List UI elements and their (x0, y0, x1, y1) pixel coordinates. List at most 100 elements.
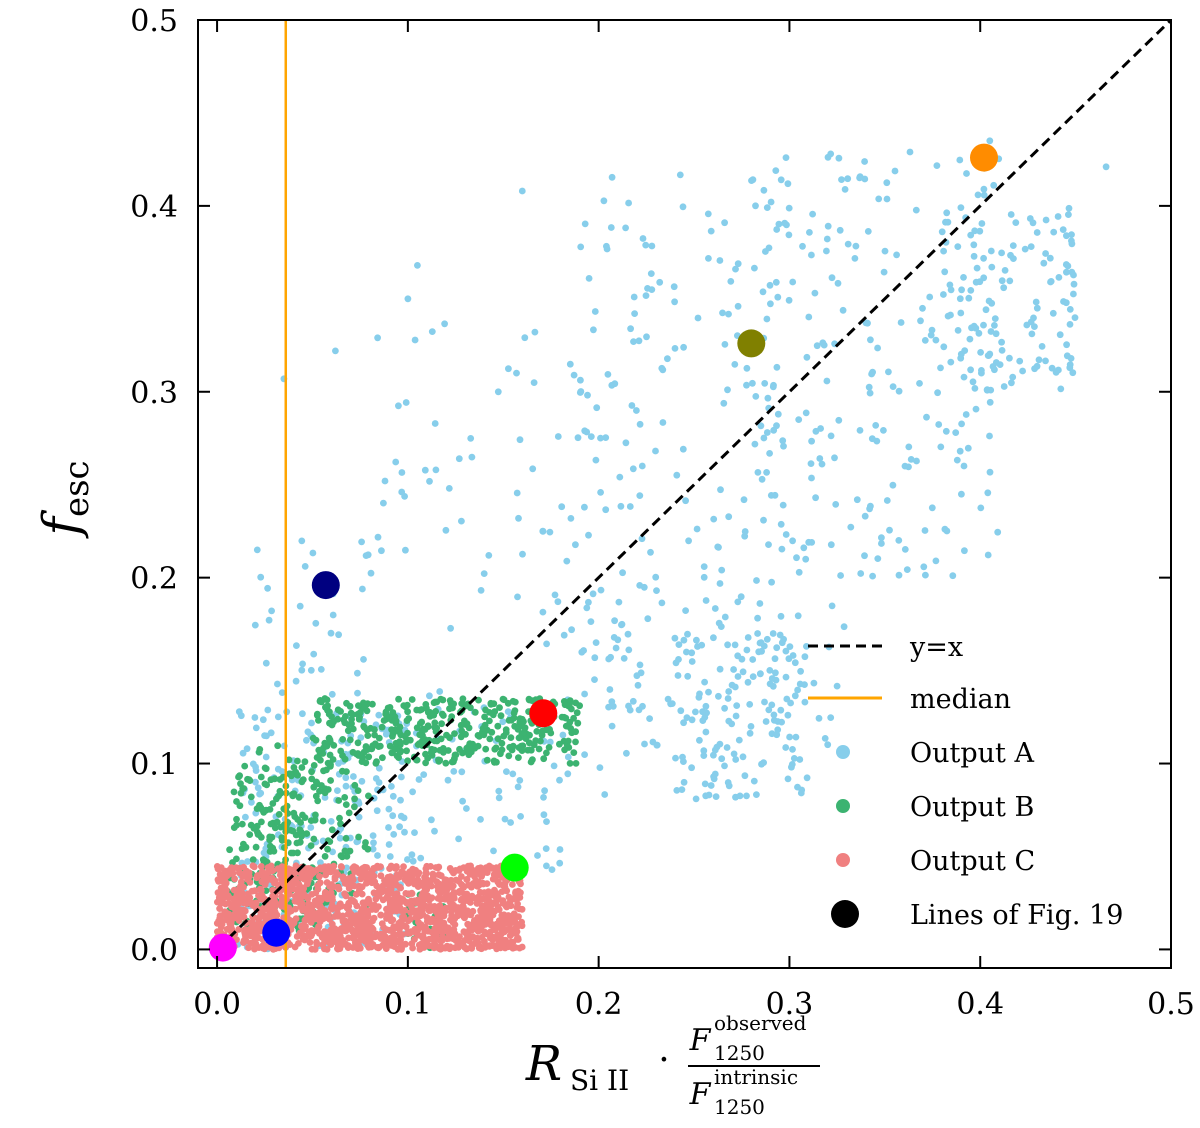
output-c-point (389, 916, 397, 924)
output-a-point (852, 242, 860, 250)
output-a-point (648, 242, 656, 250)
output-a-point (577, 376, 584, 384)
output-a-point (375, 764, 383, 772)
output-a-point (705, 255, 712, 262)
output-a-point (644, 615, 652, 623)
output-a-point (773, 363, 781, 371)
output-a-point (581, 751, 588, 758)
output-c-point (427, 877, 435, 884)
output-c-point (478, 933, 486, 941)
output-a-point (1063, 268, 1070, 276)
output-a-point (411, 829, 418, 836)
output-a-point (653, 587, 660, 594)
output-b-point (529, 756, 536, 764)
output-c-point (382, 942, 389, 950)
output-b-point (308, 768, 315, 776)
output-a-point (774, 293, 782, 301)
output-a-point (602, 434, 610, 441)
output-a-point (880, 268, 888, 276)
output-a-point (312, 619, 320, 627)
output-c-point (494, 870, 502, 878)
output-b-point (233, 821, 241, 829)
output-a-point (743, 381, 750, 389)
output-a-point (770, 426, 778, 434)
output-a-point (543, 818, 550, 825)
output-b-point (325, 710, 333, 718)
output-b-point (458, 700, 466, 707)
output-a-point (794, 612, 802, 620)
output-a-point (359, 585, 366, 593)
output-a-point (636, 420, 644, 428)
output-a-point (592, 639, 600, 646)
output-a-point (725, 310, 732, 318)
output-c-point (345, 934, 352, 942)
output-a-point (577, 388, 585, 395)
output-a-point (986, 468, 994, 476)
output-b-point (515, 754, 522, 761)
output-a-point (735, 736, 743, 744)
output-c-point (391, 900, 399, 908)
output-b-point (337, 708, 344, 715)
output-a-point (256, 790, 263, 798)
output-a-point (1055, 274, 1063, 281)
output-a-point (771, 655, 779, 663)
output-a-point (785, 296, 793, 304)
output-a-point (938, 228, 946, 236)
output-a-point (847, 523, 855, 531)
output-a-point (252, 778, 259, 786)
output-a-point (988, 263, 996, 271)
output-c-point (387, 878, 395, 886)
output-a-point (986, 350, 994, 358)
output-b-point (252, 843, 260, 851)
output-a-point (761, 380, 769, 387)
output-a-point (568, 626, 575, 634)
output-a-point (543, 862, 550, 870)
output-b-point (298, 778, 306, 786)
output-a-point (960, 274, 967, 281)
output-b-point (261, 780, 269, 788)
output-b-point (433, 698, 441, 706)
output-a-point (893, 251, 900, 259)
output-a-point (891, 167, 899, 175)
output-b-point (486, 717, 493, 725)
output-b-point (226, 846, 234, 854)
output-a-point (774, 726, 782, 734)
output-c-point (468, 882, 476, 890)
output-a-point (998, 249, 1005, 257)
output-b-point (313, 778, 320, 786)
output-b-point (507, 734, 515, 741)
output-a-point (334, 787, 341, 794)
output-a-point (710, 751, 717, 759)
output-b-point (321, 853, 329, 860)
output-a-point (737, 593, 745, 601)
output-a-point (550, 762, 558, 770)
output-a-point (468, 453, 476, 461)
output-a-point (420, 771, 428, 778)
output-a-point (342, 774, 350, 782)
output-a-point (827, 150, 835, 158)
output-b-point (540, 755, 548, 763)
output-a-point (774, 718, 782, 725)
output-c-point (516, 894, 524, 901)
output-a-point (592, 456, 600, 464)
output-a-point (529, 465, 537, 473)
output-c-point (489, 933, 497, 941)
output-a-point (611, 617, 618, 625)
output-a-point (734, 302, 742, 310)
output-a-point (629, 697, 637, 705)
x-tick-label: 0.0 (193, 987, 241, 1022)
output-a-point (640, 583, 648, 591)
output-a-point (563, 557, 571, 565)
output-a-point (309, 549, 317, 557)
output-c-point (235, 912, 243, 920)
output-a-point (749, 656, 757, 663)
output-b-point (511, 722, 519, 730)
output-a-point (861, 512, 869, 520)
output-c-point (319, 941, 327, 949)
output-a-point (732, 756, 740, 763)
output-a-point (969, 378, 977, 386)
output-b-point (386, 713, 393, 721)
output-a-point (696, 736, 703, 744)
x-tick-label: 0.2 (575, 987, 623, 1022)
output-a-point (966, 335, 974, 343)
